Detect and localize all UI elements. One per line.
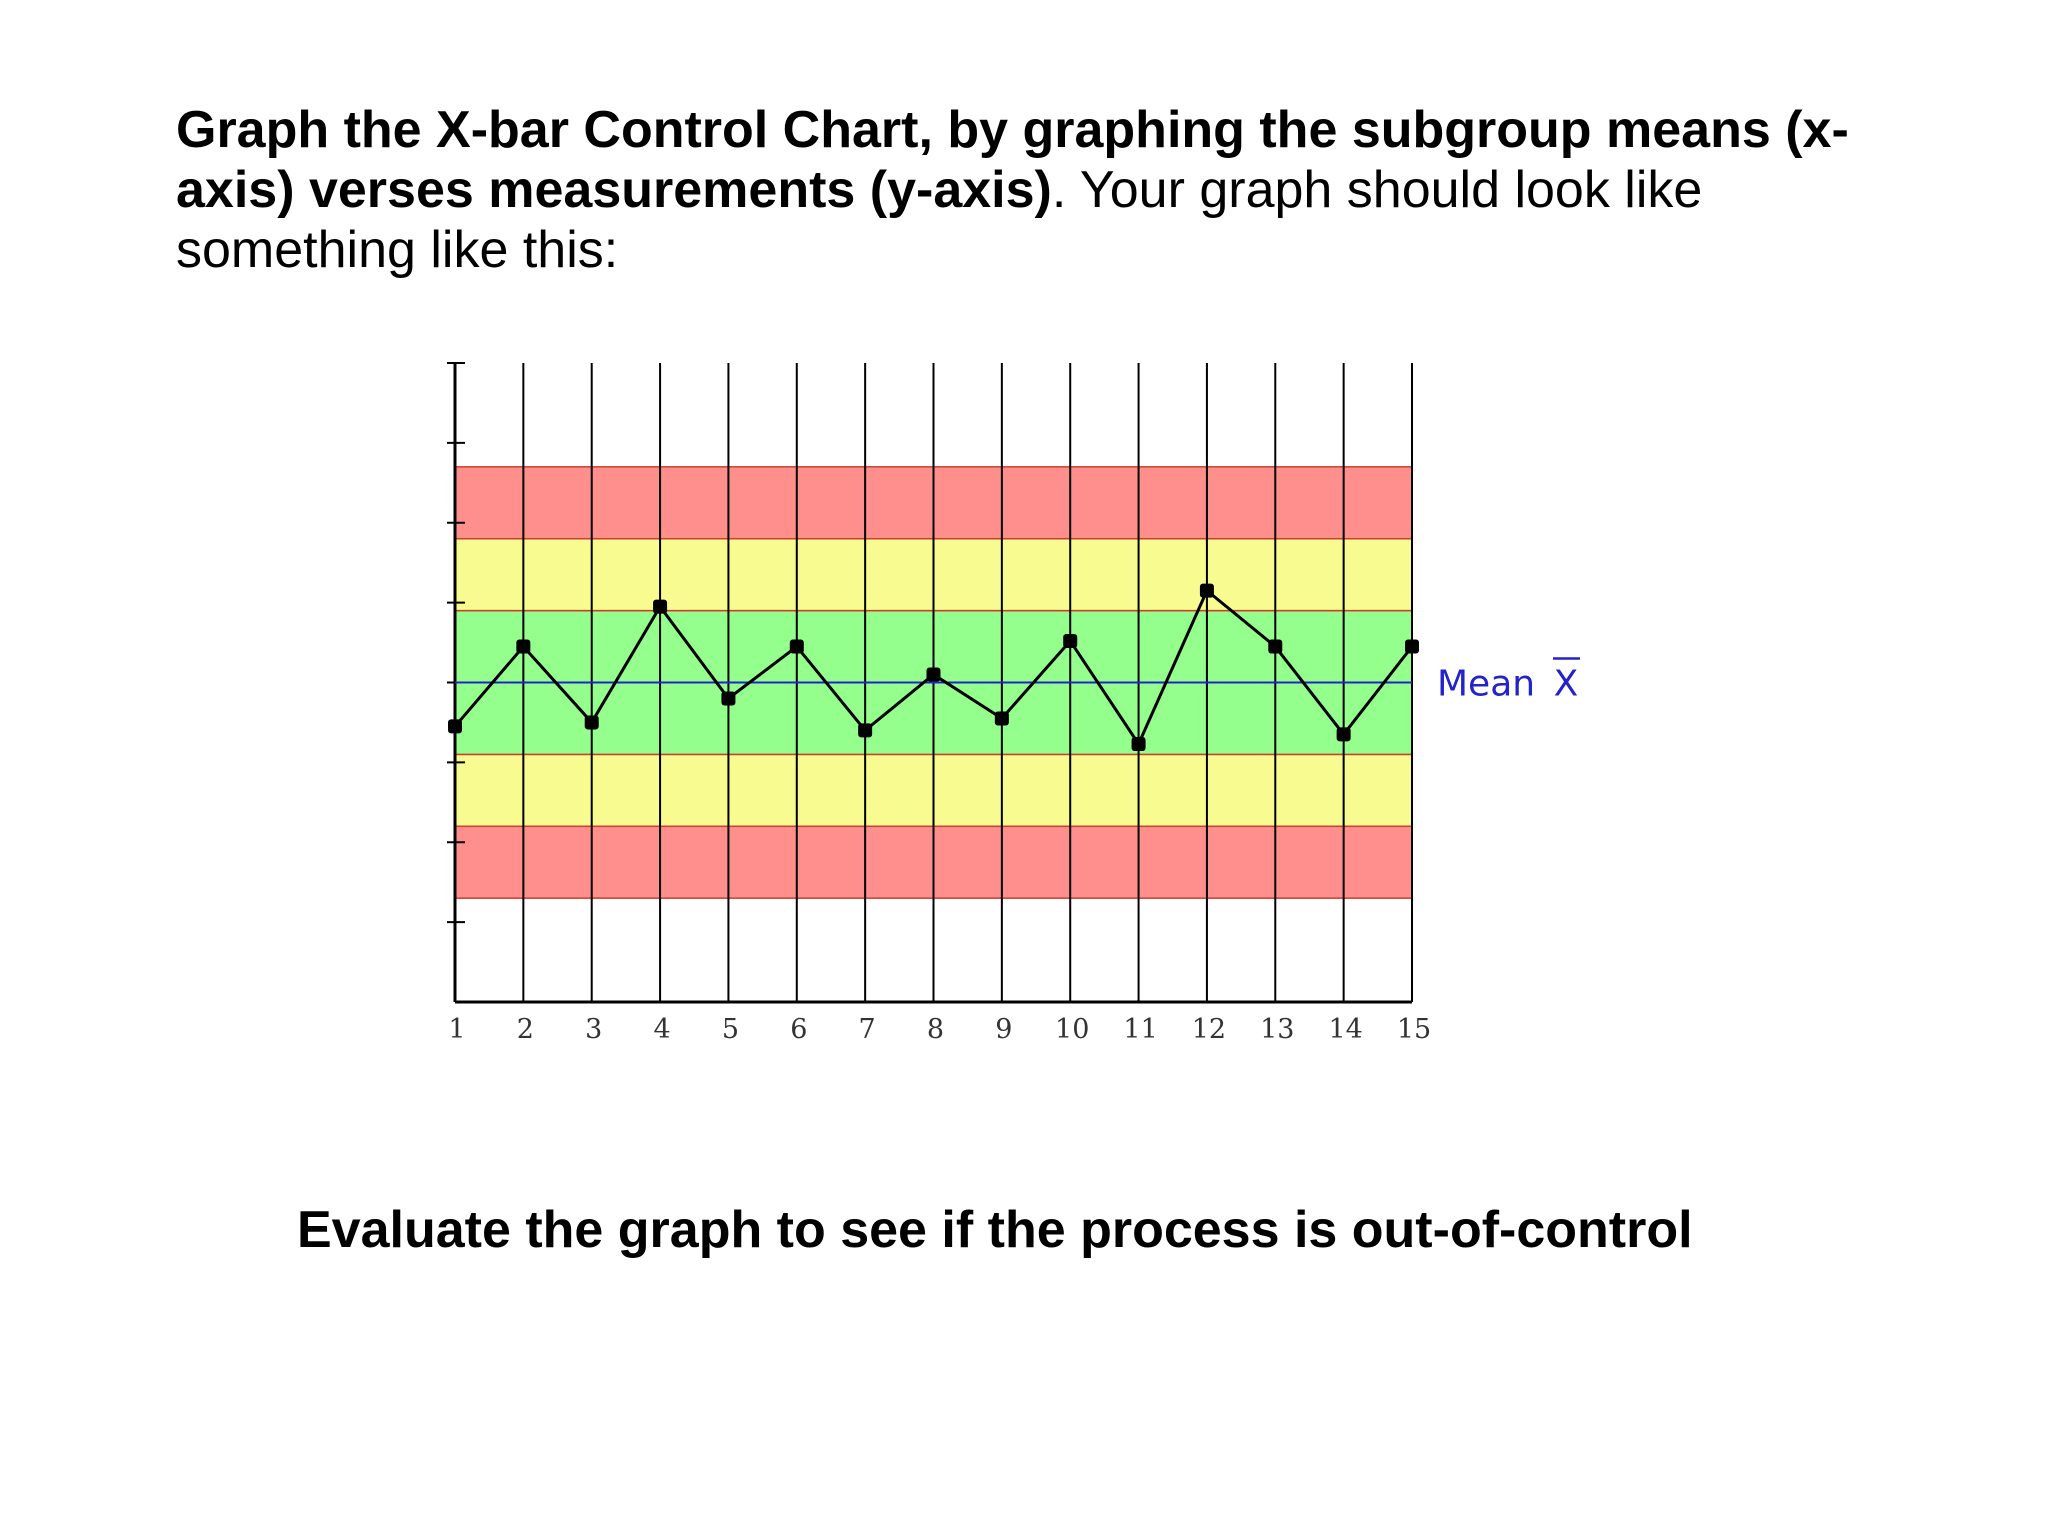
data-point-6 — [789, 639, 804, 654]
x-tick-label-6: 6 — [790, 1014, 807, 1045]
x-tick-label-1: 1 — [448, 1014, 465, 1045]
data-point-11 — [1131, 737, 1146, 752]
mean-label: Mean — [1437, 664, 1535, 705]
data-point-12 — [1199, 583, 1214, 598]
data-point-5 — [721, 691, 736, 706]
data-point-2 — [516, 639, 531, 654]
data-point-3 — [584, 715, 599, 730]
instructions-period: . — [1051, 161, 1067, 219]
x-tick-label-4: 4 — [653, 1014, 670, 1045]
mean-symbol: X — [1554, 664, 1579, 705]
x-tick-label-2: 2 — [517, 1014, 534, 1045]
data-point-8 — [926, 667, 941, 682]
x-tick-label-12: 12 — [1192, 1014, 1226, 1045]
x-tick-label-10: 10 — [1055, 1014, 1089, 1045]
data-point-9 — [994, 711, 1009, 726]
data-point-10 — [1063, 633, 1078, 648]
x-tick-label-7: 7 — [859, 1014, 876, 1045]
data-point-13 — [1268, 639, 1283, 654]
instructions-regular: Your graph should look like something li… — [176, 161, 1703, 279]
x-tick-label-8: 8 — [927, 1014, 944, 1045]
data-point-1 — [448, 719, 462, 734]
x-tick-label-5: 5 — [722, 1014, 739, 1045]
data-point-15 — [1405, 639, 1419, 654]
evaluation-prompt: Evaluate the graph to see if the process… — [297, 1201, 1693, 1259]
x-tick-label-14: 14 — [1328, 1014, 1362, 1045]
data-point-4 — [653, 599, 668, 614]
x-tick-label-11: 11 — [1123, 1014, 1157, 1045]
instructions-bold: Graph the X-bar Control Chart, by graphi… — [176, 101, 1849, 219]
x-tick-label-3: 3 — [585, 1014, 602, 1045]
data-point-14 — [1336, 727, 1351, 742]
data-point-7 — [858, 723, 873, 738]
instructions-text: Graph the X-bar Control Chart, by graphi… — [176, 100, 1876, 280]
x-tick-label-13: 13 — [1260, 1014, 1294, 1045]
x-tick-label-9: 9 — [995, 1014, 1012, 1045]
x-tick-label-15: 15 — [1397, 1014, 1431, 1045]
